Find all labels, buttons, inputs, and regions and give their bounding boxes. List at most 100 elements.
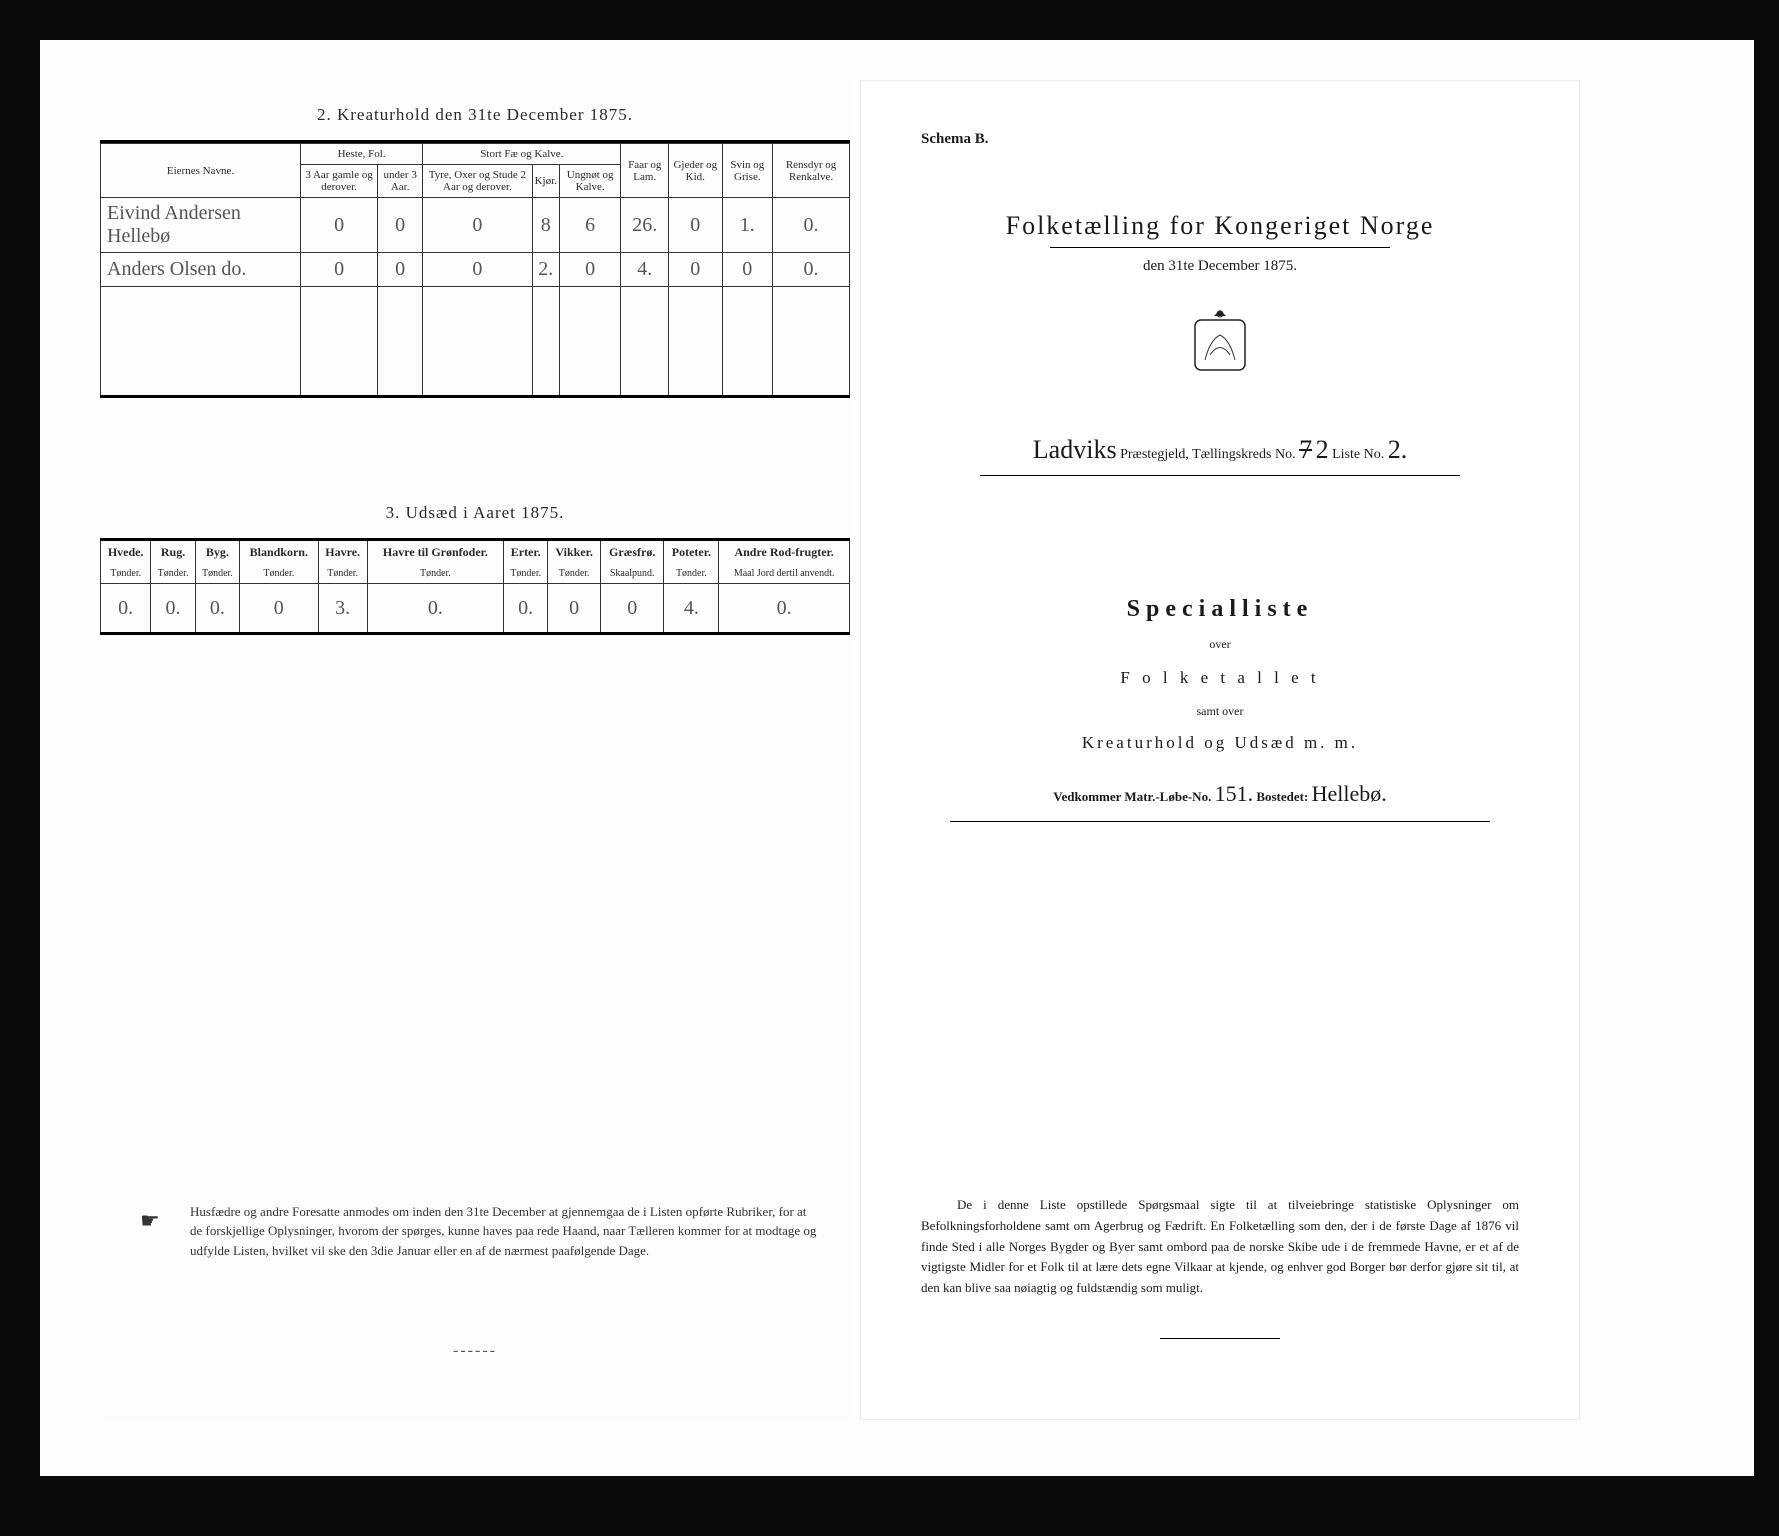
- seed-table: Hvede.Rug.Byg.Blandkorn.Havre.Havre til …: [100, 538, 850, 635]
- liste-label: Liste No.: [1332, 447, 1388, 462]
- cell-value: 0: [301, 253, 378, 287]
- seed-col-header: Rug.: [151, 540, 195, 565]
- seed-cell: 0: [548, 584, 601, 634]
- col-pigs: Svin og Grise.: [722, 144, 773, 198]
- empty-cell: [378, 287, 423, 397]
- matr-line: Vedkommer Matr.-Løbe-No. 151. Bostedet: …: [861, 781, 1579, 807]
- census-date: den 31te December 1875.: [861, 258, 1579, 275]
- seed-col-header: Havre til Grønfoder.: [367, 540, 503, 565]
- seed-col-header: Græsfrø.: [600, 540, 664, 565]
- kreatur-label: Kreaturhold og Udsæd m. m.: [861, 733, 1579, 753]
- cell-value: 0.: [773, 253, 850, 287]
- col-names: Eiernes Navne.: [101, 144, 301, 198]
- col-c2: Kjør.: [532, 165, 559, 198]
- seed-cell: 0.: [719, 584, 850, 634]
- seed-cell: 0.: [101, 584, 151, 634]
- seed-cell: 0.: [367, 584, 503, 634]
- scan-background: 2. Kreaturhold den 31te December 1875. E…: [40, 40, 1754, 1476]
- seed-col-header: Byg.: [195, 540, 239, 565]
- owner-name: Anders Olsen do.: [101, 253, 301, 287]
- seed-cell: 0: [600, 584, 664, 634]
- kreds-strike: 7: [1299, 435, 1312, 464]
- col-horses-group: Heste, Fol.: [301, 144, 423, 165]
- matr-no: 151.: [1215, 781, 1254, 806]
- empty-cell: [101, 287, 301, 397]
- empty-cell: [301, 287, 378, 397]
- over-label: over: [861, 637, 1579, 652]
- liste-no: 2.: [1388, 435, 1408, 464]
- seed-cell: 3.: [318, 584, 367, 634]
- seed-col-header: Poteter.: [664, 540, 719, 565]
- cell-value: 0.: [773, 198, 850, 253]
- pointing-hand-icon: ☛: [140, 1204, 160, 1237]
- seed-col-unit: Tønder.: [240, 564, 318, 584]
- seed-col-unit: Tønder.: [664, 564, 719, 584]
- schema-label: Schema B.: [921, 131, 989, 148]
- cell-value: 8: [532, 198, 559, 253]
- parish-name: Ladviks: [1033, 435, 1117, 464]
- livestock-table: Eiernes Navne. Heste, Fol. Stort Fæ og K…: [100, 143, 850, 398]
- col-cattle-group: Stort Fæ og Kalve.: [423, 144, 621, 165]
- bottom-paragraph: De i denne Liste opstillede Spørgsmaal s…: [921, 1195, 1519, 1299]
- specialliste-title: Specialliste: [861, 596, 1579, 623]
- cell-value: 6: [559, 198, 621, 253]
- footnote: ☛ Husfædre og andre Foresatte anmodes om…: [190, 1202, 820, 1261]
- seed-col-header: Vikker.: [548, 540, 601, 565]
- section3-title: 3. Udsæd i Aaret 1875.: [100, 503, 850, 523]
- col-c3: Ungnøt og Kalve.: [559, 165, 621, 198]
- right-page: Schema B. Folketælling for Kongeriget No…: [860, 80, 1580, 1420]
- empty-cell: [532, 287, 559, 397]
- seed-cell: 4.: [664, 584, 719, 634]
- seed-col-header: Hvede.: [101, 540, 151, 565]
- cell-value: 2.: [532, 253, 559, 287]
- col-h2: under 3 Aar.: [378, 165, 423, 198]
- empty-cell: [722, 287, 773, 397]
- seed-col-header: Blandkorn.: [240, 540, 318, 565]
- empty-row: [101, 287, 850, 397]
- footnote-text: Husfædre og andre Foresatte anmodes om i…: [190, 1204, 816, 1258]
- seed-col-unit: Tønder.: [101, 564, 151, 584]
- seed-col-header: Havre.: [318, 540, 367, 565]
- parish-line: Ladviks Præstegjeld, Tællingskreds No. 7…: [861, 435, 1579, 465]
- cell-value: 0: [669, 198, 722, 253]
- seed-cell: 0.: [195, 584, 239, 634]
- seed-col-header: Erter.: [504, 540, 548, 565]
- seed-col-unit: Tønder.: [151, 564, 195, 584]
- owner-name: Eivind Andersen Hellebø: [101, 198, 301, 253]
- col-sheep: Faar og Lam.: [621, 144, 669, 198]
- parish-label: Præstegjeld, Tællingskreds No.: [1120, 447, 1299, 462]
- empty-cell: [621, 287, 669, 397]
- kreds-no: 2: [1316, 435, 1329, 464]
- seed-col-unit: Tønder.: [548, 564, 601, 584]
- empty-cell: [559, 287, 621, 397]
- section2-title: 2. Kreaturhold den 31te December 1875.: [100, 105, 850, 125]
- empty-cell: [773, 287, 850, 397]
- seed-col-unit: Maal Jord dertil anvendt.: [719, 564, 850, 584]
- matr-label: Vedkommer Matr.-Løbe-No.: [1053, 789, 1214, 804]
- seed-col-unit: Tønder.: [318, 564, 367, 584]
- census-title: Folketælling for Kongeriget Norge: [861, 211, 1579, 241]
- empty-cell: [669, 287, 722, 397]
- bottom-dashes: ------: [453, 1342, 497, 1360]
- cell-value: 1.: [722, 198, 773, 253]
- samt-label: samt over: [861, 704, 1579, 719]
- cell-value: 0: [669, 253, 722, 287]
- cell-value: 0: [722, 253, 773, 287]
- seed-cell: 0: [240, 584, 318, 634]
- seed-cell: 0.: [504, 584, 548, 634]
- seed-cell: 0.: [151, 584, 195, 634]
- cell-value: 4.: [621, 253, 669, 287]
- coat-of-arms-icon: [1185, 305, 1255, 385]
- col-goats: Gjeder og Kid.: [669, 144, 722, 198]
- seed-col-unit: Tønder.: [195, 564, 239, 584]
- cell-value: 0: [378, 198, 423, 253]
- col-c1: Tyre, Oxer og Stude 2 Aar og derover.: [423, 165, 532, 198]
- seed-col-unit: Tønder.: [367, 564, 503, 584]
- cell-value: 0: [378, 253, 423, 287]
- cell-value: 0: [301, 198, 378, 253]
- table-row: Anders Olsen do.0002.04.000.: [101, 253, 850, 287]
- seed-col-unit: Tønder.: [504, 564, 548, 584]
- bosted-label: Bostedet:: [1256, 789, 1311, 804]
- cell-value: 0: [423, 253, 532, 287]
- cell-value: 0: [559, 253, 621, 287]
